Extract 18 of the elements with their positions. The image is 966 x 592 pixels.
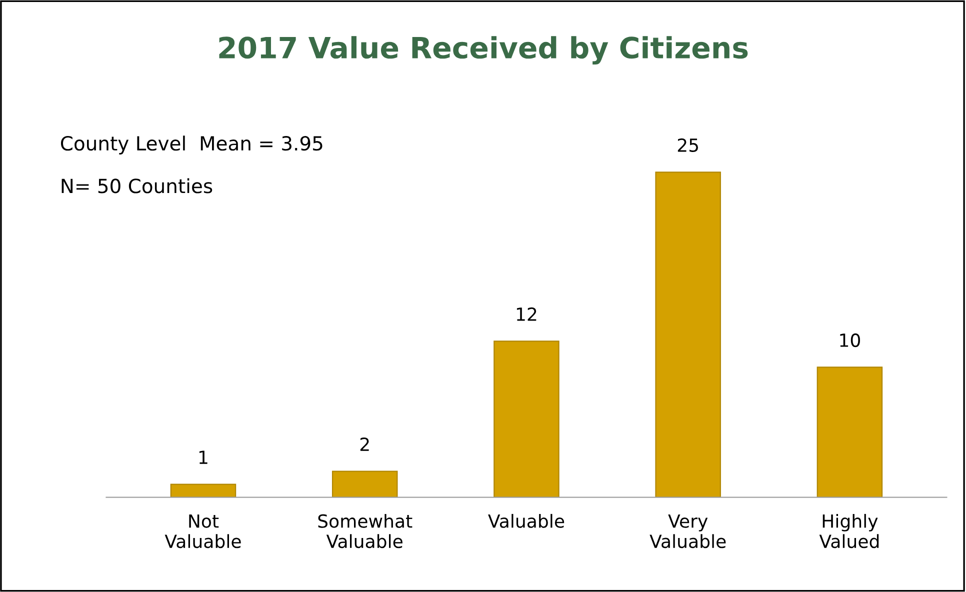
bar [494,340,560,498]
bar [816,366,883,498]
x-tick-label: Not Valuable [164,514,241,548]
annotation: N= 50 Counties [62,178,212,194]
data-label: 1 [199,450,208,464]
bar [332,470,398,498]
text: County Level Mean = 3.95 [60,136,322,154]
bar [655,172,721,498]
data-label: 25 [678,138,698,152]
data-label: 10 [840,333,860,348]
data-label: 12 [516,307,536,321]
chart-title: 2017 Value Received by Citizens [219,36,748,65]
x-tick-label: Valuable [488,514,564,528]
x-tick-label: Very Valuable [650,514,726,548]
data-label: 2 [360,437,369,451]
x-tick-label: Somewhat Valuable [318,514,412,548]
bar [170,484,236,498]
x-tick-label: Highly Valued [819,514,879,548]
